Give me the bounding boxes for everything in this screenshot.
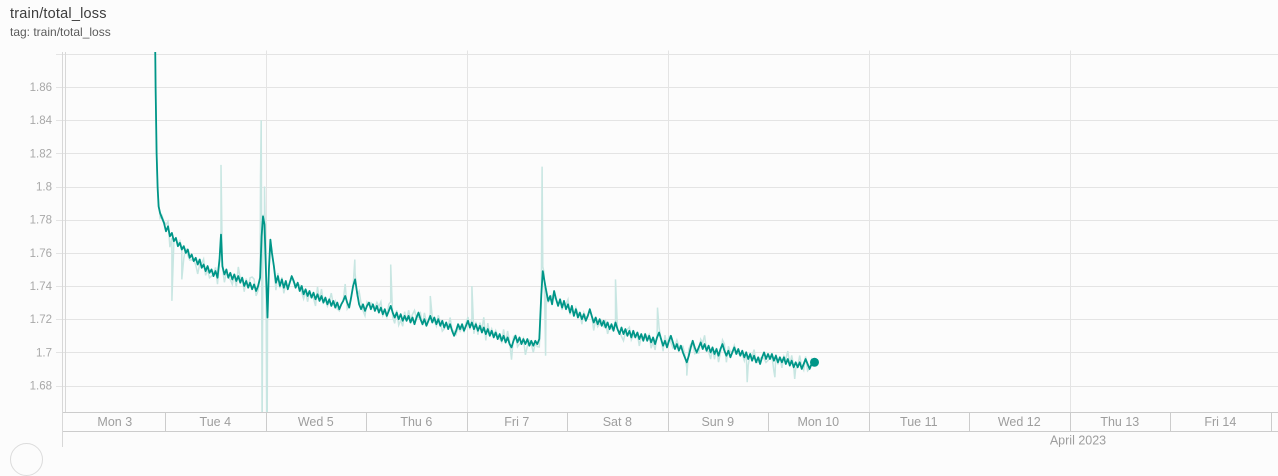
y-tick-label: 1.76 — [30, 248, 52, 260]
y-tick-label: 1.82 — [30, 148, 52, 160]
y-tick-label: 1.78 — [30, 215, 52, 227]
y-axis-line — [62, 52, 66, 447]
day-axis-band — [63, 412, 1278, 432]
raw-series-path — [154, 52, 816, 412]
day-label: Tue 11 — [900, 415, 938, 429]
day-label: Sun 9 — [701, 415, 734, 429]
day-label: Mon 3 — [97, 415, 132, 429]
loss-line-chart[interactable]: Mon 3 Tue 4 Wed 5 Thu 6 Fri 7 Sat 8 Sun 9 Mon 1… — [0, 0, 1278, 453]
y-tick-label: 1.68 — [30, 381, 52, 393]
day-labels: Mon 3 Tue 4 Wed 5 Thu 6 Fri 7 Sat 8 Sun 9 Mon 1… — [97, 415, 1236, 429]
y-gridlines — [56, 54, 1278, 387]
y-tick-label: 1.72 — [30, 314, 52, 326]
chart-title: train/total_loss — [10, 6, 107, 22]
chart-tag-subtitle: tag: train/total_loss — [10, 25, 111, 39]
day-label: Tue 4 — [200, 415, 232, 429]
day-label: Fri 14 — [1204, 415, 1236, 429]
chart-card-header: train/total_loss tag: train/total_loss — [10, 6, 111, 39]
y-tick-label: 1.84 — [30, 115, 53, 127]
day-label: Thu 6 — [400, 415, 432, 429]
day-label: Thu 13 — [1100, 415, 1139, 429]
y-tick-label: 1.86 — [30, 82, 52, 94]
card-action-button[interactable] — [10, 443, 43, 476]
day-label: Wed 12 — [998, 415, 1041, 429]
day-label: Sat 8 — [603, 415, 632, 429]
x-gridlines — [266, 50, 1071, 412]
y-tick-label: 1.74 — [30, 281, 53, 293]
day-label: Wed 5 — [298, 415, 334, 429]
y-tick-label: 1.7 — [36, 347, 52, 359]
month-label: April 2023 — [1050, 434, 1106, 448]
day-label: Fri 7 — [504, 415, 529, 429]
final-value-dot — [810, 357, 819, 367]
day-label: Mon 10 — [797, 415, 839, 429]
smoothed-series-path — [154, 52, 815, 370]
y-tick-labels: 1.86 1.84 1.82 1.8 1.78 1.76 1.74 1.72 1.7 1.68 — [30, 82, 53, 393]
y-tick-label: 1.8 — [36, 182, 52, 194]
